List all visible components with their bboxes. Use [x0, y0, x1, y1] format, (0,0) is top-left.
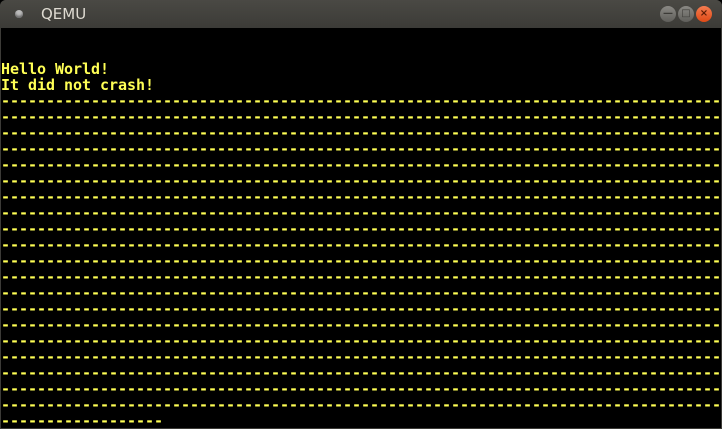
screen-line: ----------------------------------------… — [1, 380, 721, 398]
screen-line: ----------------------------------------… — [1, 188, 721, 206]
screen-line: ----------------------------------------… — [1, 124, 721, 142]
app-icon — [15, 10, 23, 18]
screen-line — [1, 44, 721, 60]
screen-line — [1, 28, 721, 44]
screen-line: ----------------------------------------… — [1, 108, 721, 126]
screen-line: ----------------------------------------… — [1, 92, 721, 110]
screen-line: ----------------------------------------… — [1, 364, 721, 382]
minimize-button[interactable]: — — [660, 6, 676, 22]
screen-line: It did not crash! — [1, 76, 155, 94]
screen-line: ----------------------------------------… — [1, 316, 721, 334]
screen-line: ----------------------------------------… — [1, 300, 721, 318]
screen-line: Hello World! — [1, 60, 110, 78]
screen-line: ----------------------------------------… — [1, 348, 721, 366]
title-bar[interactable]: QEMU — □ × — [0, 0, 722, 28]
maximize-button[interactable]: □ — [678, 6, 694, 22]
screen-line: ----------------------------------------… — [1, 204, 721, 222]
screen-line: ----------------------------------------… — [1, 220, 721, 238]
screen-line: ----------------------------------------… — [1, 236, 721, 254]
screen-line: ----------------------------------------… — [1, 284, 721, 302]
close-button[interactable]: × — [696, 6, 712, 22]
screen-line: ----------------------------------------… — [1, 156, 721, 174]
screen-line: ------------------ — [1, 412, 164, 428]
screen-line: ----------------------------------------… — [1, 140, 721, 158]
window-title: QEMU — [41, 5, 87, 23]
screen-line: ----------------------------------------… — [1, 396, 721, 414]
screen-line: ----------------------------------------… — [1, 332, 721, 350]
vga-text-screen[interactable]: Hello World! It did not crash! -----------… — [1, 28, 721, 428]
screen-line: ----------------------------------------… — [1, 268, 721, 286]
screen-line: ----------------------------------------… — [1, 252, 721, 270]
screen-line: ----------------------------------------… — [1, 172, 721, 190]
